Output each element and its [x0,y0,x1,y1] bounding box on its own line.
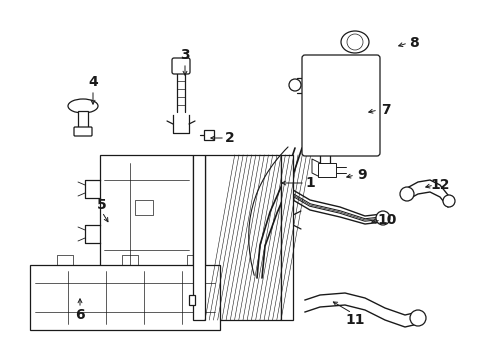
Circle shape [409,310,425,326]
Circle shape [288,79,301,91]
Text: 2: 2 [224,131,234,145]
Bar [281,155,292,320]
Bar [193,155,204,320]
Circle shape [346,34,362,50]
Bar [189,295,195,305]
Bar [78,111,88,131]
Text: 3: 3 [180,48,189,62]
Circle shape [442,195,454,207]
FancyBboxPatch shape [172,58,190,74]
Ellipse shape [340,31,368,53]
Text: 12: 12 [429,178,449,192]
Text: 10: 10 [377,213,396,227]
Text: 1: 1 [305,176,314,190]
Bar [30,265,220,330]
Text: 8: 8 [408,36,418,50]
Bar [100,155,193,275]
Circle shape [399,187,413,201]
Text: 9: 9 [356,168,366,182]
Ellipse shape [68,99,98,113]
Text: 6: 6 [75,308,84,322]
Bar [317,163,335,177]
Text: 5: 5 [97,198,107,212]
Text: 7: 7 [381,103,390,117]
Text: 11: 11 [345,313,364,327]
Bar [203,130,214,140]
Bar [135,200,153,215]
Circle shape [375,211,389,225]
FancyBboxPatch shape [74,127,92,136]
Text: 4: 4 [88,75,98,89]
FancyBboxPatch shape [302,55,379,156]
Bar [204,155,281,320]
